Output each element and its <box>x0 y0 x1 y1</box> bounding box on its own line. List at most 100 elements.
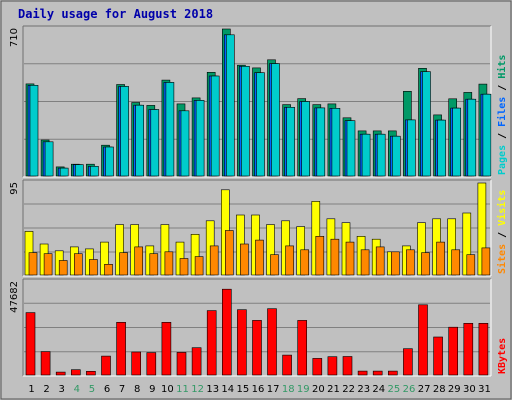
bar-pages-day-20: Pages 20: 329 <box>316 107 326 177</box>
bar-sites-day-17: Sites 17: 21 <box>270 254 279 276</box>
x-tick-label-day-30: 30 <box>463 384 476 395</box>
bar-kbytes-day-11: KBytes 11: 11600 <box>176 352 187 376</box>
bar-pages-day-29: Pages 29: 328 <box>452 107 462 177</box>
bar-sites-day-10: Sites 10: 24 <box>164 251 174 276</box>
bar-kbytes-day-4: KBytes 4: 2700 <box>71 369 81 376</box>
bar-kbytes-day-6: KBytes 6: 9700 <box>101 355 111 376</box>
bar-kbytes-day-13: KBytes 13: 33000 <box>206 310 217 376</box>
bar-sites-day-23: Sites 23: 26 <box>360 249 370 276</box>
x-tick-label-day-19: 19 <box>297 384 310 395</box>
y-axis-max-label: 95 <box>9 182 20 195</box>
legend-entry: / <box>497 79 508 97</box>
bar-kbytes-day-21: KBytes 21: 9400 <box>327 356 338 376</box>
bar-sites-day-28: Sites 28: 34 <box>436 241 445 276</box>
bar-pages-day-3: Pages 3: 38 <box>59 167 69 177</box>
bar-sites-day-21: Sites 21: 37 <box>330 238 340 276</box>
legend-entry: Hits <box>496 55 508 79</box>
x-tick-label-day-5: 5 <box>89 384 95 395</box>
bar-kbytes-day-27: KBytes 27: 36000 <box>418 304 428 376</box>
bar-sites-day-27: Sites 27: 23 <box>421 252 430 276</box>
bar-pages-day-8: Pages 8: 342 <box>135 104 144 177</box>
bar-kbytes-day-3: KBytes 3: 1500 <box>55 371 66 376</box>
bar-kbytes-day-29: KBytes 29: 24500 <box>448 326 459 376</box>
bar-pages-day-4: Pages 4: 55 <box>75 164 84 177</box>
bar-kbytes-day-22: KBytes 22: 9500 <box>342 356 353 376</box>
x-tick-label-day-24: 24 <box>372 384 385 395</box>
bar-sites-day-12: Sites 12: 19 <box>194 256 204 276</box>
bars-kbytes: KBytes 1: 32000 KBytes 2: 12000 KBytes 3: … <box>25 288 489 376</box>
bar-sites-day-4: Sites 4: 22 <box>74 253 83 276</box>
x-tick-label-day-20: 20 <box>312 384 325 395</box>
x-tick-label-day-12: 12 <box>191 384 204 395</box>
bar-kbytes-day-17: KBytes 17: 34000 <box>267 308 277 376</box>
bar-kbytes-day-14: KBytes 14: 44000 <box>222 288 232 376</box>
bar-kbytes-day-24: KBytes 24: 2000 <box>372 370 383 376</box>
bar-sites-day-7: Sites 7: 23 <box>119 252 128 276</box>
bar-pages-day-30: Pages 30: 371 <box>467 98 477 177</box>
bar-kbytes-day-8: KBytes 8: 11800 <box>131 351 141 376</box>
bar-pages-day-24: Pages 24: 202 <box>376 133 386 177</box>
bar-sites-day-22: Sites 22: 34 <box>345 241 355 276</box>
bar-pages-day-26: Pages 26: 271 <box>407 119 416 177</box>
bar-pages-day-1: Pages 1: 438 <box>29 85 39 177</box>
x-tick-label-day-11: 11 <box>176 384 189 395</box>
bar-sites-day-13: Sites 13: 30 <box>209 245 219 276</box>
bar-sites-day-20: Sites 20: 40 <box>315 236 325 276</box>
bar-kbytes-day-19: KBytes 19: 28000 <box>297 320 308 376</box>
x-tick-label-day-1: 1 <box>28 384 34 395</box>
bar-kbytes-day-7: KBytes 7: 27000 <box>116 321 126 376</box>
bar-kbytes-day-23: KBytes 23: 2000 <box>357 370 368 376</box>
x-tick-label-day-4: 4 <box>74 384 80 395</box>
bars-pages_files_hits: Hits 1: 445Files 1: 438Pages 1: 438Hits … <box>25 28 492 177</box>
x-tick-label-day-27: 27 <box>418 384 431 395</box>
legend-kbytes: KBytes <box>497 338 508 374</box>
bar-kbytes-day-30: KBytes 30: 26500 <box>463 322 474 376</box>
bar-kbytes-day-2: KBytes 2: 12000 <box>40 351 51 376</box>
bar-pages-day-9: Pages 9: 321 <box>150 109 160 177</box>
bar-kbytes-day-20: KBytes 20: 8500 <box>312 358 323 376</box>
x-tick-label-day-31: 31 <box>478 384 491 395</box>
chart-panels: 710 Pages / Files / Hits Hits 1: 445Files … <box>9 25 508 377</box>
bar-kbytes-day-31: KBytes 31: 26500 <box>478 322 489 376</box>
legend-entry: / <box>497 226 508 244</box>
legend-visits_sites: Sites / Visits <box>496 190 508 274</box>
bar-pages-day-6: Pages 6: 140 <box>105 146 114 177</box>
x-tick-label-day-2: 2 <box>43 384 49 395</box>
bar-pages-day-28: Pages 28: 270 <box>437 119 446 177</box>
x-tick-label-day-26: 26 <box>403 384 416 395</box>
chart-title: Daily usage for August 2018 <box>18 7 213 21</box>
bar-kbytes-day-5: KBytes 5: 1900 <box>86 370 96 376</box>
legend-entry: Sites <box>496 244 508 274</box>
x-tick-label-day-7: 7 <box>119 384 125 395</box>
bar-pages-day-12: Pages 12: 365 <box>195 100 205 177</box>
bar-kbytes-day-16: KBytes 16: 28000 <box>252 320 262 376</box>
x-tick-label-day-23: 23 <box>357 384 370 395</box>
bar-pages-day-17: Pages 17: 543 <box>271 63 280 177</box>
bar-pages-day-23: Pages 23: 202 <box>361 133 371 177</box>
x-tick-label-day-3: 3 <box>59 384 65 395</box>
y-axis-max-label: 710 <box>9 28 20 47</box>
bar-sites-day-30: Sites 30: 21 <box>466 254 476 276</box>
bar-sites-day-19: Sites 19: 26 <box>300 249 310 276</box>
bar-sites-day-14: Sites 14: 46 <box>225 230 234 276</box>
legend-entry: Visits <box>496 190 508 226</box>
bar-pages-day-19: Pages 19: 360 <box>301 101 311 177</box>
bar-kbytes-day-18: KBytes 18: 10200 <box>282 354 292 376</box>
bar-sites-day-31: Sites 31: 28 <box>481 247 491 276</box>
bar-sites-day-5: Sites 5: 16 <box>89 259 98 276</box>
bar-pages-day-22: Pages 22: 267 <box>346 120 356 177</box>
bar-sites-day-24: Sites 24: 29 <box>375 246 385 276</box>
bar-kbytes-day-15: KBytes 15: 33500 <box>237 309 247 376</box>
bar-sites-day-6: Sites 6: 11 <box>104 263 113 276</box>
x-tick-label-day-22: 22 <box>342 384 355 395</box>
x-axis-labels: 1 2 3 4 5 6 7 8 9 10 11 12 13 14 15 16 17 18 19 20 21 22 23 24 2… <box>28 384 491 395</box>
legend-entry: Files <box>496 97 508 127</box>
y-axis-max-label: 47682 <box>9 281 20 313</box>
bars-visits_sites: Visits 1: 45Sites 1: 23Visits 2: 32Sites… <box>24 182 491 276</box>
bar-pages-day-27: Pages 27: 504 <box>422 71 431 177</box>
bar-pages-day-18: Pages 18: 332 <box>286 107 295 177</box>
legend-entry: / <box>497 127 508 145</box>
bar-sites-day-16: Sites 16: 36 <box>255 239 264 276</box>
bar-sites-day-8: Sites 8: 29 <box>134 246 143 276</box>
